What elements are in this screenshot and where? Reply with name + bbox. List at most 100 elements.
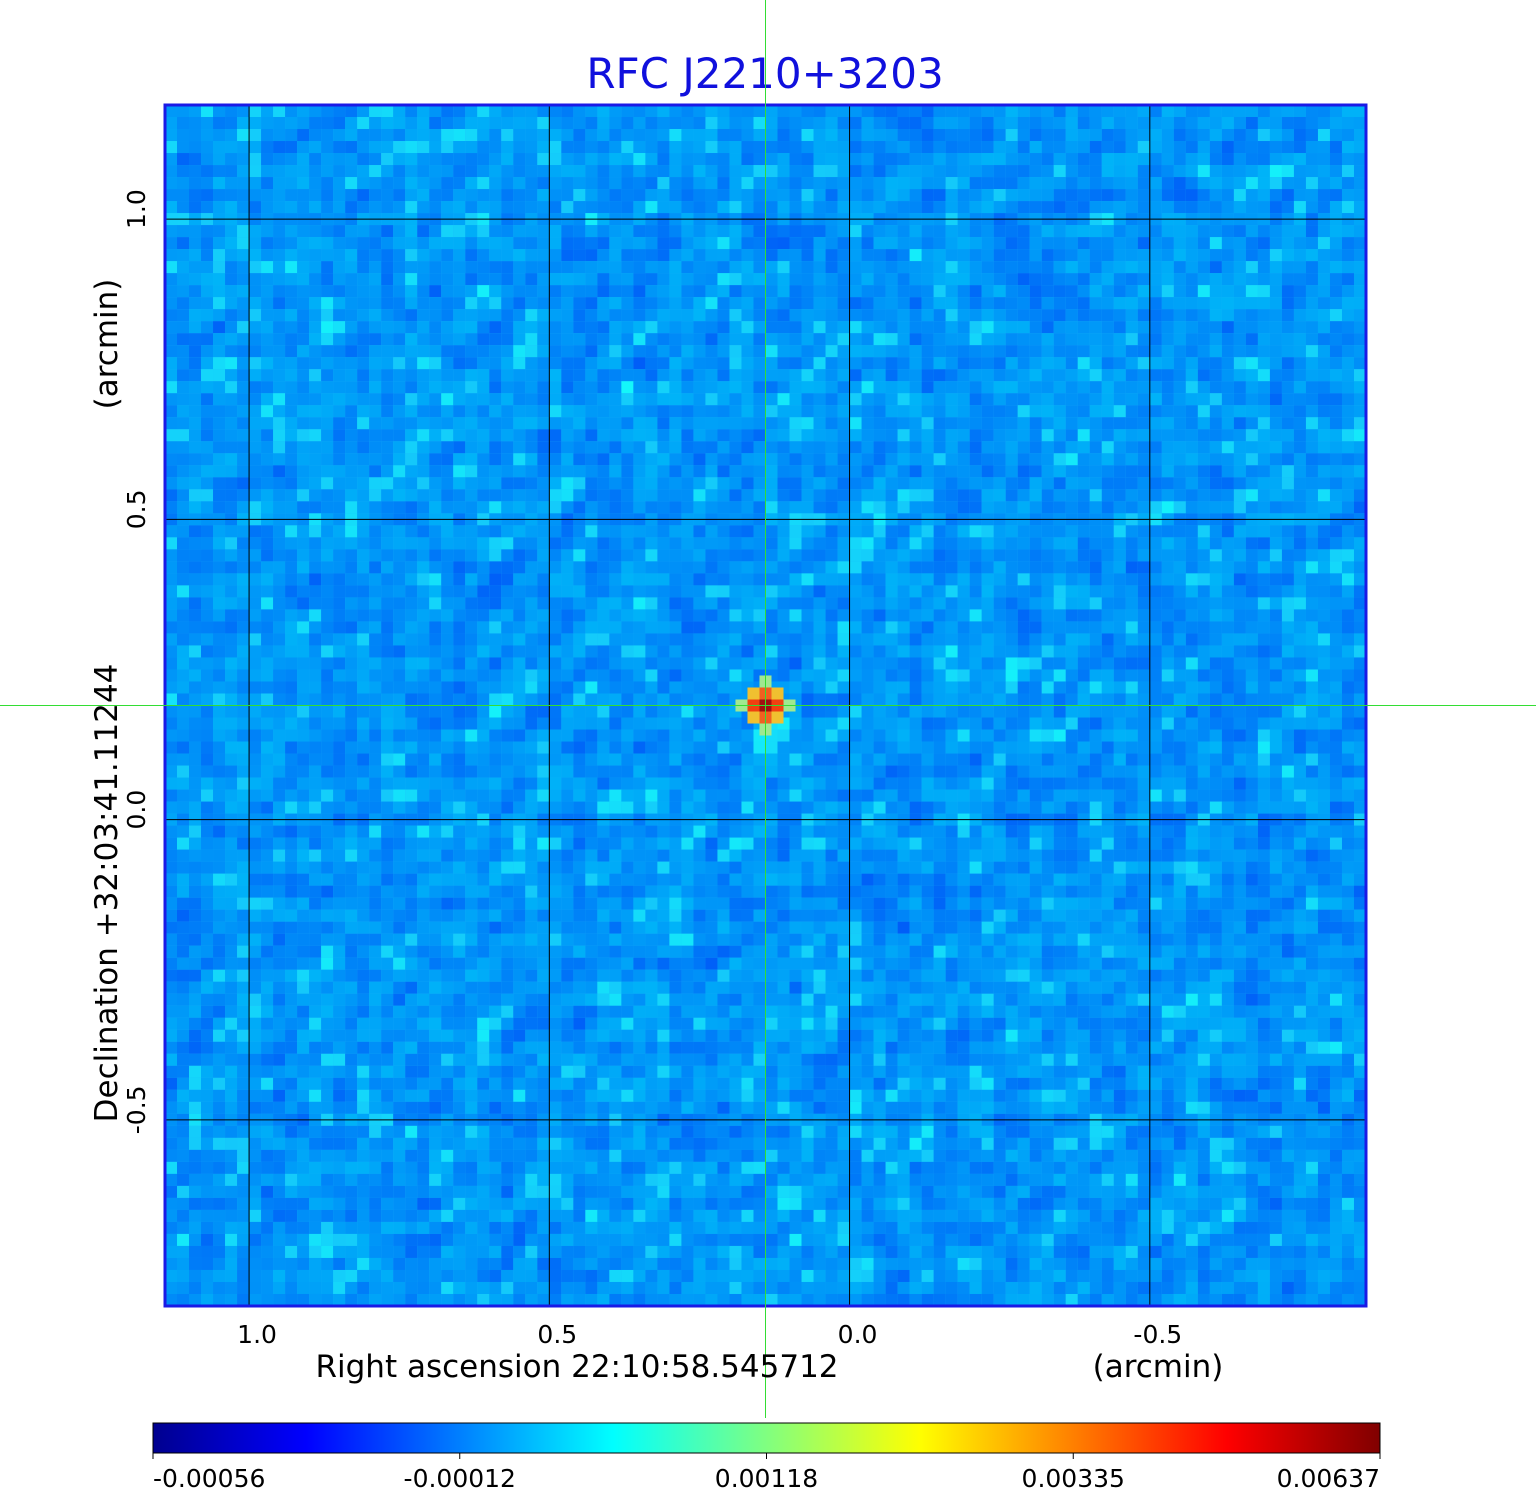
noise-pixel — [1197, 501, 1210, 514]
noise-pixel — [1209, 597, 1222, 610]
noise-pixel — [993, 201, 1006, 214]
noise-pixel — [1149, 441, 1162, 454]
noise-pixel — [1209, 153, 1222, 166]
noise-pixel — [921, 165, 934, 178]
noise-pixel — [1053, 297, 1066, 310]
noise-pixel — [369, 177, 382, 190]
noise-pixel — [837, 681, 850, 694]
noise-pixel — [945, 573, 958, 586]
noise-pixel — [645, 585, 658, 598]
noise-pixel — [837, 249, 850, 262]
noise-pixel — [1161, 609, 1174, 622]
noise-pixel — [1149, 621, 1162, 634]
noise-pixel — [717, 273, 730, 286]
noise-pixel — [465, 621, 478, 634]
noise-pixel — [501, 357, 514, 370]
noise-pixel — [1317, 669, 1330, 682]
noise-pixel — [1089, 441, 1102, 454]
noise-pixel — [825, 153, 838, 166]
noise-pixel — [753, 645, 766, 658]
noise-pixel — [801, 453, 814, 466]
noise-pixel — [177, 285, 190, 298]
noise-pixel — [849, 669, 862, 682]
noise-pixel — [177, 537, 190, 550]
noise-pixel — [285, 225, 298, 238]
noise-pixel — [705, 429, 718, 442]
noise-pixel — [1029, 321, 1042, 334]
noise-pixel — [1137, 465, 1150, 478]
noise-pixel — [969, 609, 982, 622]
noise-pixel — [1005, 657, 1018, 670]
noise-pixel — [1245, 417, 1258, 430]
noise-pixel — [177, 333, 190, 346]
noise-pixel — [1065, 405, 1078, 418]
noise-pixel — [1101, 345, 1114, 358]
noise-pixel — [657, 573, 670, 586]
noise-pixel — [333, 285, 346, 298]
noise-pixel — [1305, 189, 1318, 202]
noise-pixel — [1089, 405, 1102, 418]
noise-pixel — [585, 285, 598, 298]
noise-pixel — [597, 585, 610, 598]
noise-pixel — [801, 693, 814, 706]
noise-pixel — [1113, 681, 1126, 694]
noise-pixel — [825, 237, 838, 250]
noise-pixel — [1197, 309, 1210, 322]
noise-pixel — [225, 621, 238, 634]
noise-pixel — [993, 453, 1006, 466]
noise-pixel — [165, 561, 178, 574]
noise-pixel — [957, 381, 970, 394]
noise-pixel — [1113, 117, 1126, 130]
noise-pixel — [873, 189, 886, 202]
noise-pixel — [585, 201, 598, 214]
noise-pixel — [1209, 405, 1222, 418]
noise-pixel — [261, 489, 274, 502]
noise-pixel — [885, 621, 898, 634]
noise-pixel — [957, 165, 970, 178]
noise-pixel — [357, 201, 370, 214]
noise-pixel — [885, 585, 898, 598]
noise-pixel — [1017, 621, 1030, 634]
noise-pixel — [1125, 393, 1138, 406]
noise-pixel — [1197, 429, 1210, 442]
noise-pixel — [309, 321, 322, 334]
noise-pixel — [693, 633, 706, 646]
noise-pixel — [561, 165, 574, 178]
noise-pixel — [1113, 609, 1126, 622]
noise-pixel — [1173, 693, 1186, 706]
noise-pixel — [1065, 105, 1078, 118]
noise-pixel — [981, 549, 994, 562]
noise-pixel — [1077, 393, 1090, 406]
noise-pixel — [1269, 297, 1282, 310]
noise-pixel — [369, 429, 382, 442]
noise-pixel — [657, 477, 670, 490]
noise-pixel — [657, 693, 670, 706]
noise-pixel — [1197, 453, 1210, 466]
noise-pixel — [165, 681, 178, 694]
noise-pixel — [1317, 597, 1330, 610]
noise-pixel — [561, 201, 574, 214]
noise-pixel — [1053, 405, 1066, 418]
noise-pixel — [909, 669, 922, 682]
noise-pixel — [549, 453, 562, 466]
noise-pixel — [933, 525, 946, 538]
noise-pixel — [981, 129, 994, 142]
noise-pixel — [333, 141, 346, 154]
noise-pixel — [1245, 645, 1258, 658]
noise-pixel — [897, 597, 910, 610]
noise-pixel — [1269, 669, 1282, 682]
noise-pixel — [1053, 285, 1066, 298]
noise-pixel — [909, 321, 922, 334]
noise-pixel — [1137, 141, 1150, 154]
noise-pixel — [1353, 153, 1366, 166]
noise-pixel — [561, 405, 574, 418]
noise-pixel — [453, 165, 466, 178]
noise-pixel — [753, 321, 766, 334]
noise-pixel — [549, 249, 562, 262]
noise-pixel — [189, 645, 202, 658]
noise-pixel — [693, 297, 706, 310]
noise-pixel — [597, 597, 610, 610]
noise-pixel — [1029, 453, 1042, 466]
noise-pixel — [1149, 297, 1162, 310]
noise-pixel — [1125, 489, 1138, 502]
